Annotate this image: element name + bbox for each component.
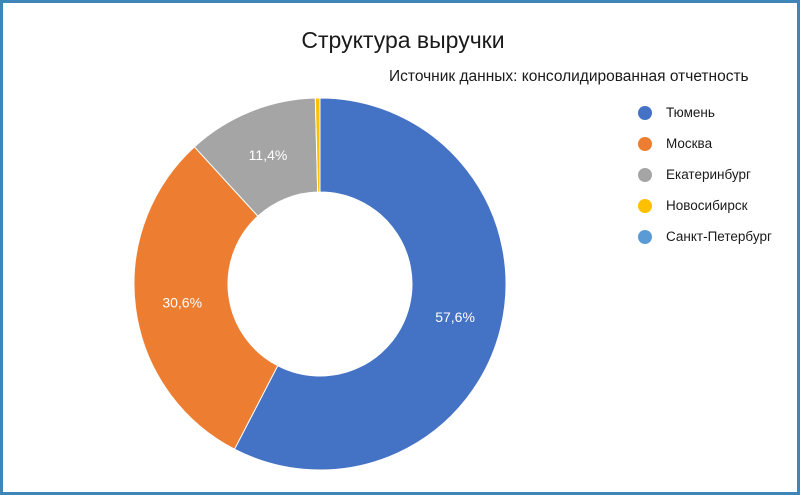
data-labels: 57,6% 30,6% 11,4% [162,147,475,325]
legend-item-2: Екатеринбург [638,159,772,190]
legend-item-1: Москва [638,128,772,159]
chart-subtitle: Источник данных: консолидированная отчет… [389,68,749,85]
donut-slices [133,97,507,471]
legend-swatch [638,229,652,244]
slice-3 [314,97,321,193]
data-label-0: 57,6% [435,309,475,325]
slice-0 [233,97,507,471]
legend-item-3: Новосибирск [638,190,772,221]
legend-swatch [638,198,652,213]
legend-swatch [638,105,652,120]
legend-label: Тюмень [666,105,715,120]
slice-1 [133,146,279,450]
legend-item-0: Тюмень [638,97,772,128]
chart-legend: Тюмень Москва Екатеринбург Новосибирск Санкт… [638,97,772,252]
legend-label: Екатеринбург [666,167,751,182]
data-label-1: 30,6% [162,294,202,310]
legend-swatch [638,136,652,151]
chart-title: Структура выручки [301,27,505,53]
data-label-2: 11,4% [249,147,288,163]
legend-item-4: Санкт-Петербург [638,221,772,252]
legend-label: Москва [666,136,713,151]
legend-label: Новосибирск [666,198,748,213]
legend-swatch [638,167,652,182]
legend-label: Санкт-Петербург [666,229,772,244]
